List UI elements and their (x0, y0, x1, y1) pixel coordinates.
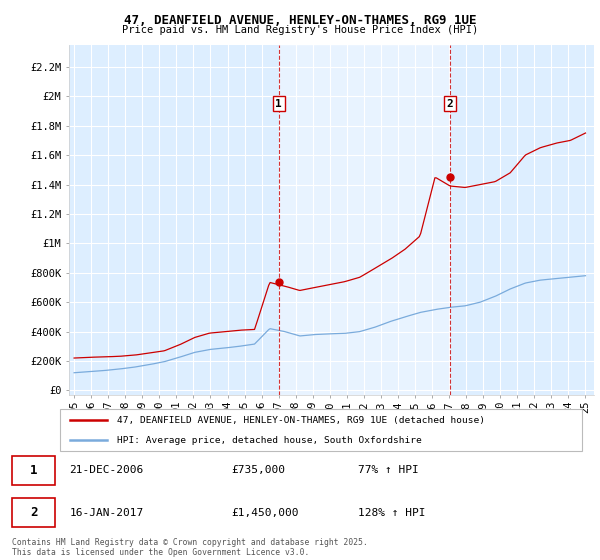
Text: £1,450,000: £1,450,000 (231, 507, 298, 517)
Text: 77% ↑ HPI: 77% ↑ HPI (358, 465, 418, 475)
Text: 16-JAN-2017: 16-JAN-2017 (70, 507, 144, 517)
Text: 47, DEANFIELD AVENUE, HENLEY-ON-THAMES, RG9 1UE (detached house): 47, DEANFIELD AVENUE, HENLEY-ON-THAMES, … (118, 416, 485, 424)
Text: 1: 1 (30, 464, 37, 477)
Text: HPI: Average price, detached house, South Oxfordshire: HPI: Average price, detached house, Sout… (118, 436, 422, 445)
Text: 21-DEC-2006: 21-DEC-2006 (70, 465, 144, 475)
Text: 128% ↑ HPI: 128% ↑ HPI (358, 507, 425, 517)
Text: 2: 2 (446, 99, 454, 109)
FancyBboxPatch shape (12, 456, 55, 484)
Text: 2: 2 (30, 506, 37, 519)
Text: £735,000: £735,000 (231, 465, 285, 475)
Text: Price paid vs. HM Land Registry's House Price Index (HPI): Price paid vs. HM Land Registry's House … (122, 25, 478, 35)
Bar (278, 45, 450, 395)
Text: 1: 1 (275, 99, 282, 109)
FancyBboxPatch shape (12, 498, 55, 527)
Text: Contains HM Land Registry data © Crown copyright and database right 2025.
This d: Contains HM Land Registry data © Crown c… (12, 538, 368, 557)
Text: 47, DEANFIELD AVENUE, HENLEY-ON-THAMES, RG9 1UE: 47, DEANFIELD AVENUE, HENLEY-ON-THAMES, … (124, 14, 476, 27)
